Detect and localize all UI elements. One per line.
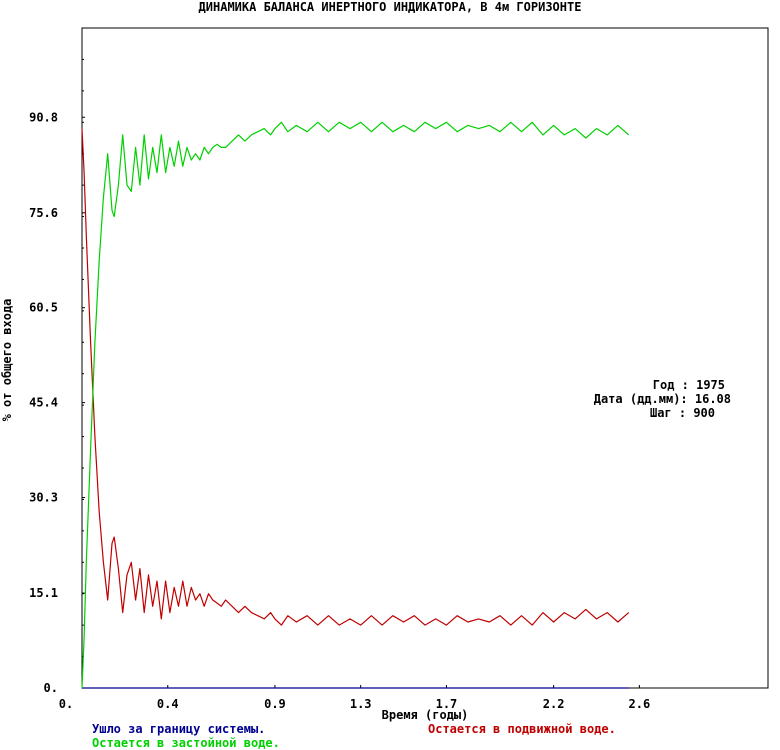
y-tick-label: 45.4: [29, 396, 58, 410]
y-axis-label: % от общего входа: [0, 299, 14, 422]
chart-series: [81, 121, 630, 689]
info-step: Шаг : 900: [649, 406, 715, 420]
chart-ticks: 0. 15.1 30.3 45.4 60.5 75.6 90.8 0. 0.4 0.9 1.3 1.7…: [29, 27, 651, 711]
series-line-stagnant-water: [81, 121, 630, 689]
plot-frame: [81, 27, 769, 689]
x-tick-label: 2.2: [543, 697, 565, 711]
y-tick-label: 60.5: [29, 301, 58, 315]
x-tick-label: 1.7: [436, 697, 458, 711]
chart-axes: [81, 27, 769, 689]
y-tick-label: 0.: [44, 681, 58, 695]
x-tick-label: 0.9: [264, 697, 286, 711]
legend-out-of-system: Ушло за границу системы.: [92, 722, 266, 736]
y-tick-label: 90.8: [29, 110, 58, 124]
x-tick-label: 2.6: [629, 697, 651, 711]
info-year: Год : 1975: [652, 378, 725, 392]
x-tick-label: 1.3: [350, 697, 372, 711]
legend-stagnant-water: Остается в застойной воде.: [92, 736, 280, 750]
chart-title: ДИНАМИКА БАЛАНСА ИНЕРТНОГО ИНДИКАТОРА, В…: [198, 0, 582, 14]
x-tick-label: 0.: [59, 697, 73, 711]
legend-mobile-water: Остается в подвижной воде.: [428, 722, 616, 736]
series-line-mobile-water: [81, 128, 630, 626]
y-tick-label: 15.1: [29, 586, 58, 600]
y-tick-label: 30.3: [29, 491, 58, 505]
x-axis-label: Время (годы): [382, 708, 469, 722]
x-tick-label: 0.4: [157, 697, 179, 711]
y-tick-label: 75.6: [29, 206, 58, 220]
info-date: Дата (дд.мм): 16.08: [593, 392, 731, 406]
